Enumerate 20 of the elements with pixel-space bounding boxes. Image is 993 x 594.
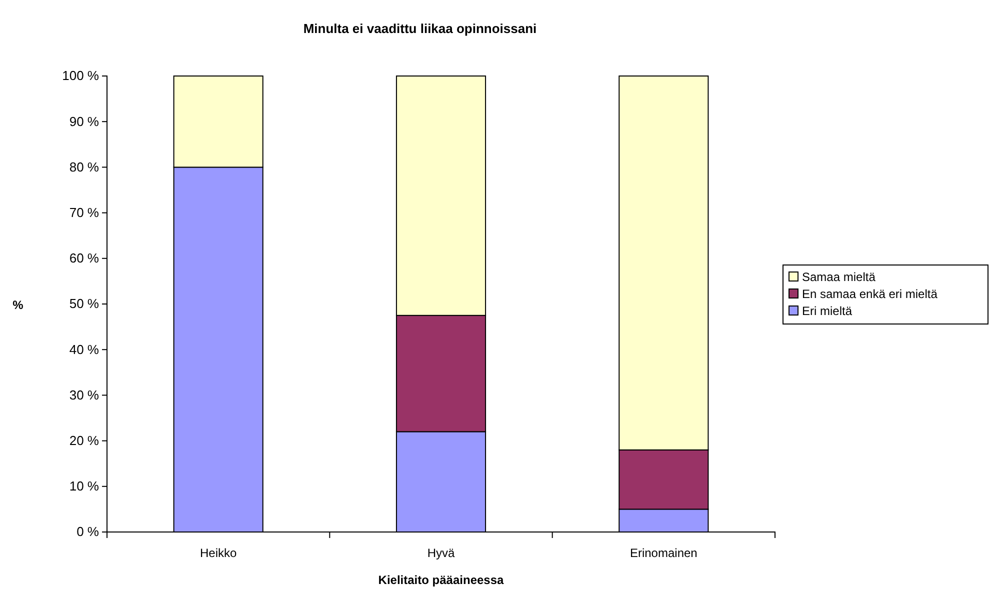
y-tick-label: 80 %	[69, 159, 100, 174]
y-tick-label: 30 %	[69, 387, 100, 402]
legend-label: Samaa mieltä	[802, 270, 876, 284]
x-tick-label: Erinomainen	[630, 546, 698, 560]
y-tick-label: 70 %	[69, 204, 100, 220]
y-tick-label: 10 %	[69, 478, 100, 494]
x-axis-title: Kielitaito pääaineessa	[378, 573, 504, 587]
y-tick-label: 90 %	[69, 114, 100, 129]
y-tick-label: 100 %	[62, 68, 100, 84]
y-tick-label: 50 %	[69, 296, 100, 312]
y-tick-label: 0 %	[76, 524, 100, 540]
chart-title: Minulta ei vaadittu liikaa opinnoissani	[303, 21, 537, 36]
y-tick-label: 60 %	[69, 250, 100, 266]
legend-label: En samaa enkä eri mieltä	[802, 287, 938, 301]
x-tick-label: Heikko	[200, 546, 237, 560]
x-tick-label: Hyvä	[427, 546, 455, 560]
y-axis-title: %	[12, 298, 24, 312]
legend-label: Eri mieltä	[802, 304, 852, 318]
y-tick-label: 40 %	[69, 342, 100, 357]
y-tick-label: 20 %	[69, 432, 100, 448]
